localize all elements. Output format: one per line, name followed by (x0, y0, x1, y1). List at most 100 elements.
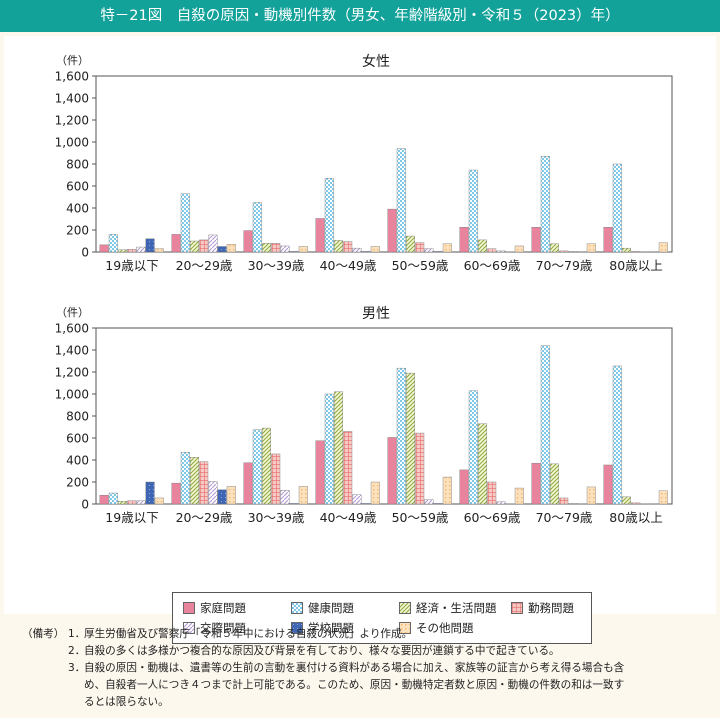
y-tick-label: 1,600 (55, 322, 89, 336)
note-number-1: 1． (68, 628, 86, 640)
solid-pink-swatch (183, 602, 195, 614)
y-tick-label: 0 (81, 498, 89, 512)
bar-0-s2-c7 (622, 247, 632, 253)
legend-label: 交際問題 (200, 621, 246, 635)
y-tick-label: 1,400 (55, 92, 89, 106)
bar-0-s3-c4 (415, 242, 425, 253)
bar-1-s4-c6 (568, 503, 578, 505)
note-text-3-line-3: るとは限らない。 (84, 696, 169, 708)
bar-0-s5-c0 (145, 238, 155, 253)
bar-0-s1-c6 (540, 156, 550, 253)
x-category-label: 70～79歳 (536, 258, 593, 273)
notes-block: （備考） 1． 厚生労働省及び警察庁「令和５年中における自殺の状況」より作成。 … (22, 626, 712, 711)
legend-label: その他問題 (416, 621, 474, 635)
bar-0-s0-c1 (171, 234, 181, 253)
y-unit-label-0: （件） (56, 54, 89, 67)
x-category-label: 70～79歳 (536, 510, 593, 525)
bar-1-s5-c2 (289, 503, 299, 505)
bar-0-s3-c5 (487, 248, 497, 253)
green-diagonal-swatch (399, 602, 411, 614)
x-category-label: 60～69歳 (464, 258, 521, 273)
legend-item: 健康問題 (291, 600, 354, 616)
bar-0-s4-c1 (208, 234, 218, 253)
x-category-label: 40～49歳 (320, 258, 377, 273)
bar-1-s0-c3 (315, 440, 325, 505)
x-category-label: 50～59歳 (392, 510, 449, 525)
bar-0-s1-c1 (180, 193, 190, 253)
legend-item: 勤務問題 (511, 600, 574, 616)
bar-1-s3-c2 (271, 453, 281, 505)
x-category-label: 60～69歳 (464, 510, 521, 525)
y-tick-label: 1,400 (55, 344, 89, 358)
bar-1-s5-c1 (217, 489, 227, 505)
bar-0-s4-c3 (352, 247, 362, 253)
figure-title: 特－21図 自殺の原因・動機別件数（男女、年齢階級別・令和５（2023）年） (0, 0, 720, 32)
bar-1-s3-c7 (631, 502, 641, 505)
bar-1-s6-c3 (370, 481, 380, 505)
bar-0-s0-c3 (315, 218, 325, 253)
note-text-3-line-2: め、自殺者一人につき４つまで計上可能である。このため、原因・動機特定者数と原因・… (84, 679, 625, 691)
bar-0-s3-c6 (559, 250, 569, 253)
note-text-2: 自殺の多くは多様かつ複合的な原因及び背景を有しており、様々な要因が連鎖する中で起… (84, 645, 560, 657)
bar-1-s0-c6 (531, 463, 541, 505)
bar-1-s0-c5 (459, 469, 469, 505)
bar-1-s2-c1 (189, 457, 199, 505)
y-tick-label: 1,200 (55, 366, 89, 380)
bar-0-s6-c1 (226, 244, 236, 253)
bar-1-s4-c2 (280, 490, 290, 505)
note-text-1: 厚生労働省及び警察庁「令和５年中における自殺の状況」より作成。 (84, 628, 413, 640)
x-category-label: 50～59歳 (392, 258, 449, 273)
y-tick-label: 600 (66, 432, 89, 446)
bar-1-s5-c0 (145, 481, 155, 505)
y-unit-label-1: （件） (56, 306, 89, 319)
x-category-label: 19歳以下 (105, 258, 158, 273)
bar-0-s6-c0 (154, 248, 164, 253)
charts-svg: 女性 （件） 0 200 400 600 800 1,000 1,200 1,400 1,600 19… (55, 53, 673, 525)
bar-1-s3-c6 (559, 497, 569, 505)
note-text-3-line-1: 自殺の原因・動機は、遺書等の生前の言動を裏付ける資料がある場合に加え、家族等の証… (84, 662, 625, 674)
bar-1-s1-c7 (612, 365, 622, 505)
bar-1-s1-c6 (540, 345, 550, 505)
bar-0-s1-c5 (468, 169, 478, 253)
bar-0-s3-c7 (631, 251, 641, 253)
bar-1-s4-c4 (424, 499, 434, 505)
x-category-label: 20～29歳 (176, 510, 233, 525)
bar-1-s6-c2 (298, 486, 308, 505)
bar-0-s1-c3 (324, 178, 334, 253)
y-tick-label: 1,600 (55, 70, 89, 84)
legend-label: 経済・生活問題 (416, 601, 497, 615)
chart-title-0: 女性 (362, 53, 390, 70)
y-tick-label: 1,000 (55, 136, 89, 150)
bar-0-s3-c1 (199, 239, 209, 253)
x-category-label: 20～29歳 (176, 258, 233, 273)
x-category-label: 19歳以下 (105, 510, 158, 525)
bar-0-s5-c1 (217, 246, 227, 253)
legend-label: 健康問題 (308, 601, 354, 615)
navy-dots-swatch (291, 622, 303, 634)
bar-1-s2-c3 (334, 391, 344, 505)
bar-0-s2-c5 (478, 239, 488, 253)
y-tick-label: 1,200 (55, 114, 89, 128)
bar-1-s0-c2 (243, 462, 253, 505)
bar-1-s0-c1 (171, 482, 181, 505)
bar-1-s6-c7 (658, 490, 668, 505)
bar-1-s2-c6 (550, 463, 560, 505)
y-tick-label: 600 (66, 180, 89, 194)
bar-1-s4-c5 (496, 501, 506, 505)
bar-1-s2-c4 (406, 372, 416, 505)
bar-1-s2-c5 (478, 423, 488, 505)
legend-item: 交際問題 (183, 620, 246, 636)
bar-1-s6-c6 (586, 486, 596, 505)
bar-1-s2-c7 (622, 496, 632, 505)
bar-0-s2-c3 (334, 240, 344, 253)
orange-dots-swatch (399, 622, 411, 634)
bar-0-s3-c3 (343, 241, 353, 253)
bar-1-s6-c5 (514, 487, 524, 505)
bar-0-s2-c6 (550, 243, 560, 253)
blue-checker-swatch (291, 602, 303, 614)
legend-item: その他問題 (399, 620, 474, 636)
legend-item: 経済・生活問題 (399, 600, 497, 616)
x-category-label: 30～39歳 (248, 510, 305, 525)
bar-0-s5-c2 (289, 251, 299, 253)
x-category-label: 30～39歳 (248, 258, 305, 273)
